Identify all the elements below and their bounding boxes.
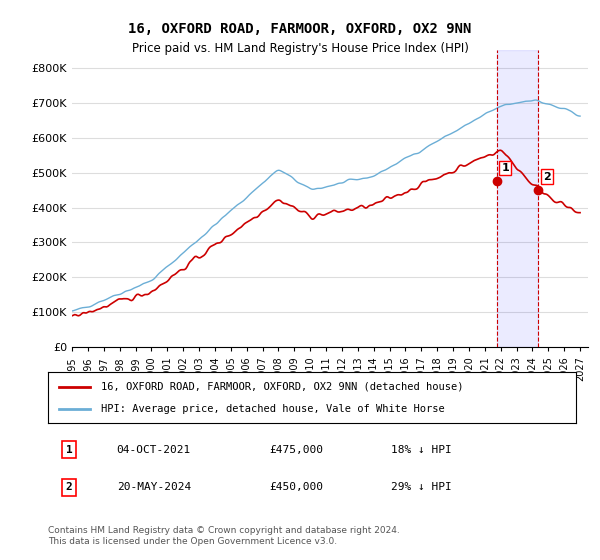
Text: 29% ↓ HPI: 29% ↓ HPI — [391, 482, 452, 492]
Text: 2: 2 — [543, 171, 551, 181]
Text: 2: 2 — [66, 482, 73, 492]
Text: 16, OXFORD ROAD, FARMOOR, OXFORD, OX2 9NN: 16, OXFORD ROAD, FARMOOR, OXFORD, OX2 9N… — [128, 22, 472, 36]
Text: 20-MAY-2024: 20-MAY-2024 — [116, 482, 191, 492]
Text: HPI: Average price, detached house, Vale of White Horse: HPI: Average price, detached house, Vale… — [101, 404, 445, 414]
Text: £450,000: £450,000 — [270, 482, 324, 492]
Text: Price paid vs. HM Land Registry's House Price Index (HPI): Price paid vs. HM Land Registry's House … — [131, 42, 469, 55]
Text: 1: 1 — [66, 445, 73, 455]
Text: 1: 1 — [502, 163, 509, 173]
Text: £475,000: £475,000 — [270, 445, 324, 455]
Text: 16, OXFORD ROAD, FARMOOR, OXFORD, OX2 9NN (detached house): 16, OXFORD ROAD, FARMOOR, OXFORD, OX2 9N… — [101, 381, 463, 391]
Text: Contains HM Land Registry data © Crown copyright and database right 2024.
This d: Contains HM Land Registry data © Crown c… — [48, 526, 400, 546]
Text: 04-OCT-2021: 04-OCT-2021 — [116, 445, 191, 455]
Bar — [497, 50, 538, 347]
Text: 18% ↓ HPI: 18% ↓ HPI — [391, 445, 452, 455]
